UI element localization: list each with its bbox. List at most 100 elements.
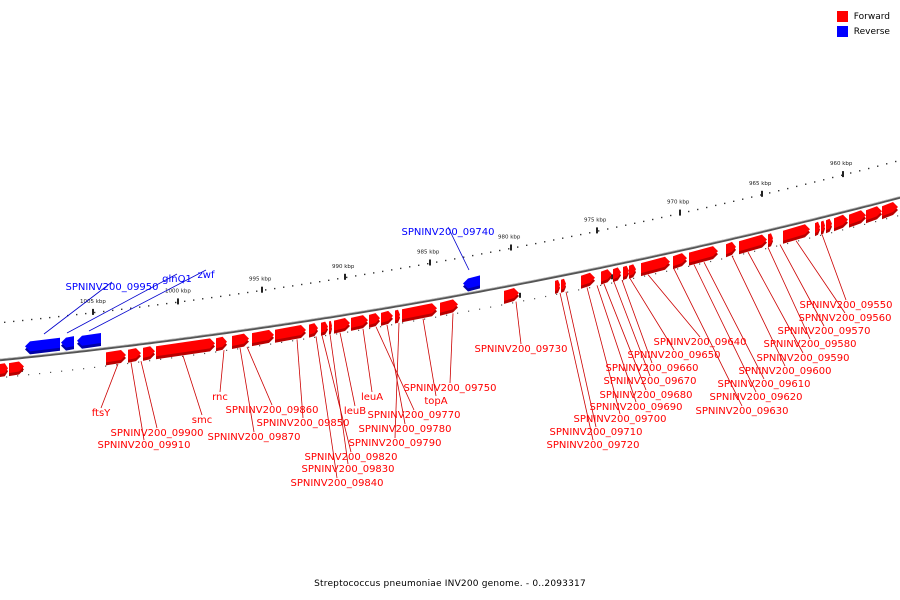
ruler-dot <box>508 248 510 250</box>
ruler-dot-lower <box>50 371 52 373</box>
ruler-label: 990 kbp <box>332 264 355 270</box>
gene-fwd-37[interactable] <box>826 218 832 234</box>
gene-rev-1[interactable] <box>25 337 60 355</box>
gene-fwd-1[interactable] <box>9 361 24 377</box>
label-SPNINV200_09550[interactable]: SPNINV200_09550 <box>799 300 892 311</box>
ruler-dot <box>778 190 780 192</box>
gene-fwd-32[interactable] <box>739 234 767 255</box>
gene-SPNINV200_09950[interactable] <box>61 336 74 351</box>
label-SPNINV200_09790[interactable]: SPNINV200_09790 <box>348 438 441 449</box>
label-SPNINV200_09900[interactable]: SPNINV200_09900 <box>110 428 203 439</box>
label-SPNINV200_09740[interactable]: SPNINV200_09740 <box>401 227 494 238</box>
label-SPNINV200_09770[interactable]: SPNINV200_09770 <box>367 410 460 421</box>
gene-fwd-35[interactable] <box>815 221 820 237</box>
label-SPNINV200_09720[interactable]: SPNINV200_09720 <box>546 440 639 451</box>
label-SPNINV200_09680[interactable]: SPNINV200_09680 <box>599 390 692 401</box>
label-SPNINV200_09590[interactable]: SPNINV200_09590 <box>756 353 849 364</box>
gene-fwd-8[interactable] <box>252 329 274 347</box>
label-SPNINV200_09750[interactable]: SPNINV200_09750 <box>403 383 496 394</box>
ruler-dot <box>274 287 276 290</box>
gene-fwd-13[interactable] <box>334 318 350 334</box>
gene-SPNINV200_09740[interactable] <box>463 275 480 292</box>
label-SPNINV200_09670[interactable]: SPNINV200_09670 <box>603 376 696 387</box>
label-SPNINV200_09840[interactable]: SPNINV200_09840 <box>290 478 383 489</box>
gene-fwd-21[interactable] <box>555 279 560 294</box>
label-SPNINV200_09580[interactable]: SPNINV200_09580 <box>763 339 856 350</box>
label-SPNINV200_09570[interactable]: SPNINV200_09570 <box>777 326 870 337</box>
gene-fwd-3[interactable] <box>128 348 141 363</box>
gene-fwd-18[interactable] <box>402 303 437 323</box>
gene-fwd-27[interactable] <box>629 264 636 279</box>
gene-fwd-11[interactable] <box>321 321 328 336</box>
ruler-dot-lower <box>369 327 371 330</box>
gene-glnQ1[interactable] <box>77 333 101 349</box>
gene-fwd-7[interactable] <box>232 333 249 349</box>
gene-fwd-25[interactable] <box>613 267 621 283</box>
gene-fwd-38[interactable] <box>834 214 848 232</box>
gene-fwd-28[interactable] <box>641 256 670 277</box>
gene-fwd-30[interactable] <box>689 246 718 266</box>
gene-fwd-16[interactable] <box>381 310 393 326</box>
label-glnQ1[interactable]: glnQ1 <box>162 274 192 285</box>
label-zwf[interactable]: zwf <box>198 270 215 281</box>
gene-fwd-10[interactable] <box>309 323 318 338</box>
gene-fwd-39[interactable] <box>849 210 866 228</box>
gene-fwd-2[interactable] <box>106 350 126 366</box>
label-SPNINV200_09820[interactable]: SPNINV200_09820 <box>304 452 397 463</box>
gene-fwd-29[interactable] <box>673 253 687 270</box>
connector-SPNINV200_09660 <box>621 280 653 364</box>
gene-fwd-12[interactable] <box>329 320 332 335</box>
gene-fwd-36[interactable] <box>821 220 825 235</box>
label-SPNINV200_09640[interactable]: SPNINV200_09640 <box>653 337 746 348</box>
label-SPNINV200_09620[interactable]: SPNINV200_09620 <box>709 392 802 403</box>
label-SPNINV200_09650[interactable]: SPNINV200_09650 <box>627 350 720 361</box>
label-SPNINV200_09700[interactable]: SPNINV200_09700 <box>573 414 666 425</box>
label-rnc[interactable]: rnc <box>212 392 228 403</box>
gene-fwd-15[interactable] <box>369 313 380 328</box>
gene-fwd-26[interactable] <box>623 265 629 280</box>
ruler-dot-lower <box>534 298 536 300</box>
label-SPNINV200_09630[interactable]: SPNINV200_09630 <box>695 406 788 417</box>
gene-fwd-4[interactable] <box>143 346 155 361</box>
label-SPNINV200_09860[interactable]: SPNINV200_09860 <box>225 405 318 416</box>
label-SPNINV200_09600[interactable]: SPNINV200_09600 <box>738 366 831 377</box>
label-SPNINV200_09710[interactable]: SPNINV200_09710 <box>549 427 642 438</box>
label-SPNINV200_09610[interactable]: SPNINV200_09610 <box>717 379 810 390</box>
gene-fwd-22[interactable] <box>561 278 566 293</box>
label-SPNINV200_09660[interactable]: SPNINV200_09660 <box>605 363 698 374</box>
gene-fwd-14[interactable] <box>351 315 368 331</box>
label-SPNINV200_09560[interactable]: SPNINV200_09560 <box>798 313 891 324</box>
label-smc[interactable]: smc <box>192 415 212 426</box>
gene-fwd-41[interactable] <box>882 202 898 220</box>
gene-fwd-0[interactable] <box>0 363 8 377</box>
gene-fwd-9[interactable] <box>275 325 306 343</box>
gene-fwd-24[interactable] <box>601 269 612 285</box>
gene-fwd-19[interactable] <box>440 299 458 316</box>
label-SPNINV200_09910[interactable]: SPNINV200_09910 <box>97 440 190 451</box>
label-SPNINV200_09690[interactable]: SPNINV200_09690 <box>589 402 682 413</box>
connector-SPNINV200_09910 <box>130 362 145 441</box>
gene-fwd-23[interactable] <box>581 272 595 289</box>
gene-fwd-40[interactable] <box>866 206 882 224</box>
label-topA[interactable]: topA <box>424 396 447 407</box>
gene-fwd-34[interactable] <box>783 224 810 244</box>
label-ftsY[interactable]: ftsY <box>92 408 111 419</box>
label-SPNINV200_09870[interactable]: SPNINV200_09870 <box>207 432 300 443</box>
label-leuA[interactable]: leuA <box>361 392 383 403</box>
ruler-dot <box>823 179 825 181</box>
label-SPNINV200_09730[interactable]: SPNINV200_09730 <box>474 344 567 355</box>
label-leuB[interactable]: leuB <box>344 406 366 417</box>
label-SPNINV200_09850[interactable]: SPNINV200_09850 <box>256 418 349 429</box>
gene-fwd-31[interactable] <box>726 241 736 258</box>
ruler-dot-lower <box>743 253 745 255</box>
gene-fwd-17[interactable] <box>395 309 400 324</box>
label-SPNINV200_09780[interactable]: SPNINV200_09780 <box>358 424 451 435</box>
gene-fwd-20[interactable] <box>504 288 519 304</box>
gene-fwd-5[interactable] <box>156 338 215 360</box>
ruler-tick <box>510 244 512 251</box>
label-SPNINV200_09950[interactable]: SPNINV200_09950 <box>65 282 158 293</box>
gene-fwd-33[interactable] <box>768 233 773 248</box>
gene-fwd-6[interactable] <box>216 336 227 352</box>
label-SPNINV200_09830[interactable]: SPNINV200_09830 <box>301 464 394 475</box>
ruler-dot-lower <box>292 340 294 342</box>
